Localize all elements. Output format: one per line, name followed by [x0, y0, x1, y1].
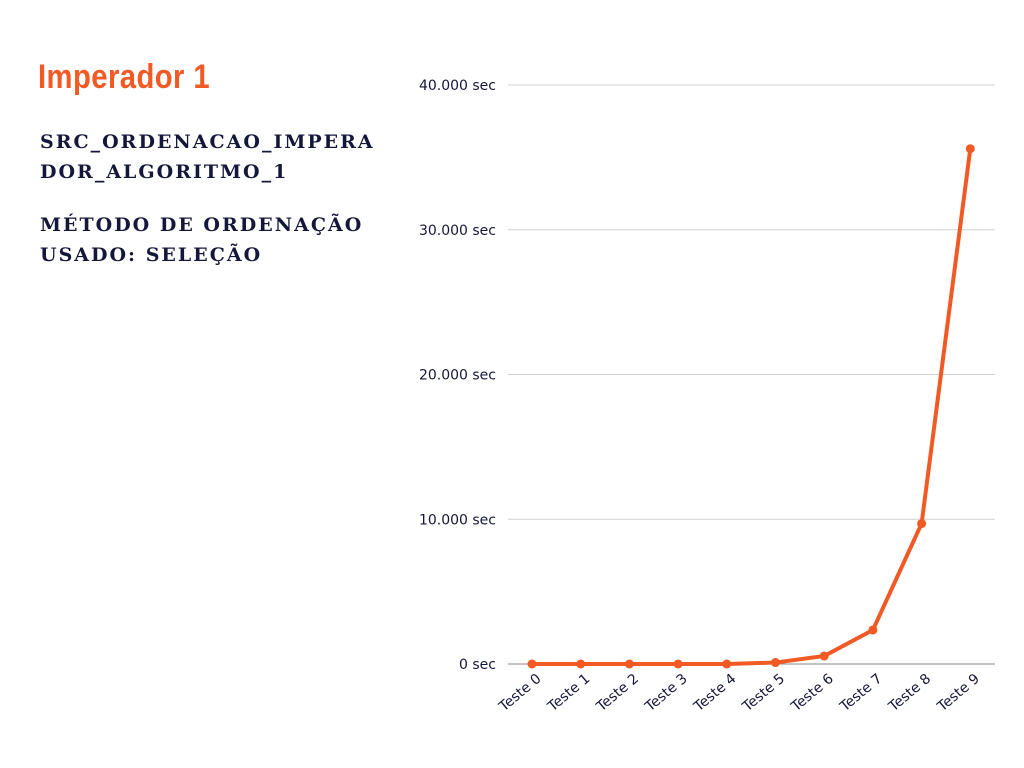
y-tick-label: 20.000 sec [419, 368, 496, 384]
y-grid [508, 84, 995, 665]
data-point [624, 659, 634, 669]
data-point [673, 659, 683, 669]
data-point [576, 659, 586, 669]
data-point [917, 519, 927, 529]
series-line [530, 146, 973, 666]
x-tick-label: Teste 2 [593, 671, 642, 716]
page-title: Imperador 1 [38, 58, 211, 96]
sort-method-label: MÉTODO DE ORDENAÇÃO USADO: SELEÇÃO [40, 214, 364, 266]
x-tick-label: Teste 4 [690, 671, 739, 716]
line-chart: 0 sec 10.000 sec 20.000 sec 30.000 sec 40.00… [419, 78, 995, 716]
x-tick-label: Teste 5 [739, 671, 788, 716]
x-tick-label: Teste 8 [885, 671, 934, 716]
data-point [722, 659, 732, 669]
data-point [527, 659, 537, 669]
y-tick-label: 30.000 sec [419, 223, 496, 239]
x-tick-label: Teste 6 [788, 671, 837, 716]
y-tick-label: 0 sec [459, 657, 496, 673]
x-tick-label: Teste 9 [934, 671, 983, 716]
x-tick-label: Teste 7 [836, 671, 885, 716]
data-point [771, 658, 780, 668]
data-point [819, 651, 829, 661]
data-point [868, 625, 878, 635]
x-tick-label: Teste 3 [642, 671, 691, 716]
x-tick-label: Teste 0 [496, 671, 545, 716]
y-tick-labels: 0 sec 10.000 sec 20.000 sec 30.000 sec 40.00… [419, 78, 496, 673]
source-name: SRC_ORDENACAO_IMPERADOR_ALGORITMO_1 [40, 131, 375, 183]
y-tick-label: 40.000 sec [419, 78, 496, 94]
series-layer [527, 144, 975, 669]
y-tick-label: 10.000 sec [419, 512, 496, 528]
x-tick-labels: Teste 0 Teste 1 Teste 2 Teste 3 Teste 4 Teste… [496, 671, 983, 716]
data-point [965, 144, 975, 154]
x-tick-label: Teste 1 [544, 671, 593, 716]
